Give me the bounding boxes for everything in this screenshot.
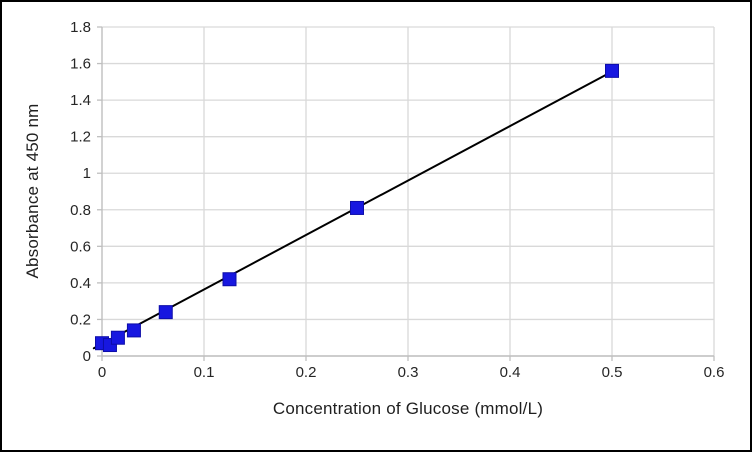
data-point-marker [222, 272, 237, 287]
y-tick-label: 0.2 [70, 311, 91, 328]
y-tick-label: 0.8 [70, 202, 91, 219]
y-tick-label: 1.2 [70, 129, 91, 146]
y-axis-title: Absorbance at 450 nm [23, 103, 42, 279]
y-tick-label: 1.8 [70, 19, 91, 36]
x-tick-label: 0.1 [194, 364, 215, 381]
data-point-marker [126, 323, 141, 338]
y-tick-label: 0.6 [70, 238, 91, 255]
data-point-marker [605, 63, 619, 78]
x-axis-title: Concentration of Glucose (mmol/L) [272, 399, 544, 418]
data-point-marker [110, 330, 125, 345]
x-tick-label: 0.2 [296, 364, 317, 381]
y-tick-label: 1 [83, 165, 91, 182]
x-tick-label: 0.5 [602, 364, 623, 381]
data-point-marker [350, 200, 364, 215]
y-tick-label: 1.4 [70, 92, 91, 109]
x-tick-label: 0.3 [398, 364, 419, 381]
x-tick-label: 0 [98, 364, 106, 381]
x-tick-label: 0.6 [704, 364, 725, 381]
data-point-marker [158, 305, 173, 320]
y-tick-label: 1.6 [70, 56, 91, 73]
y-tick-label: 0.4 [70, 275, 91, 292]
x-tick-label: 0.4 [500, 364, 521, 381]
y-tick-label: 0 [83, 348, 91, 365]
